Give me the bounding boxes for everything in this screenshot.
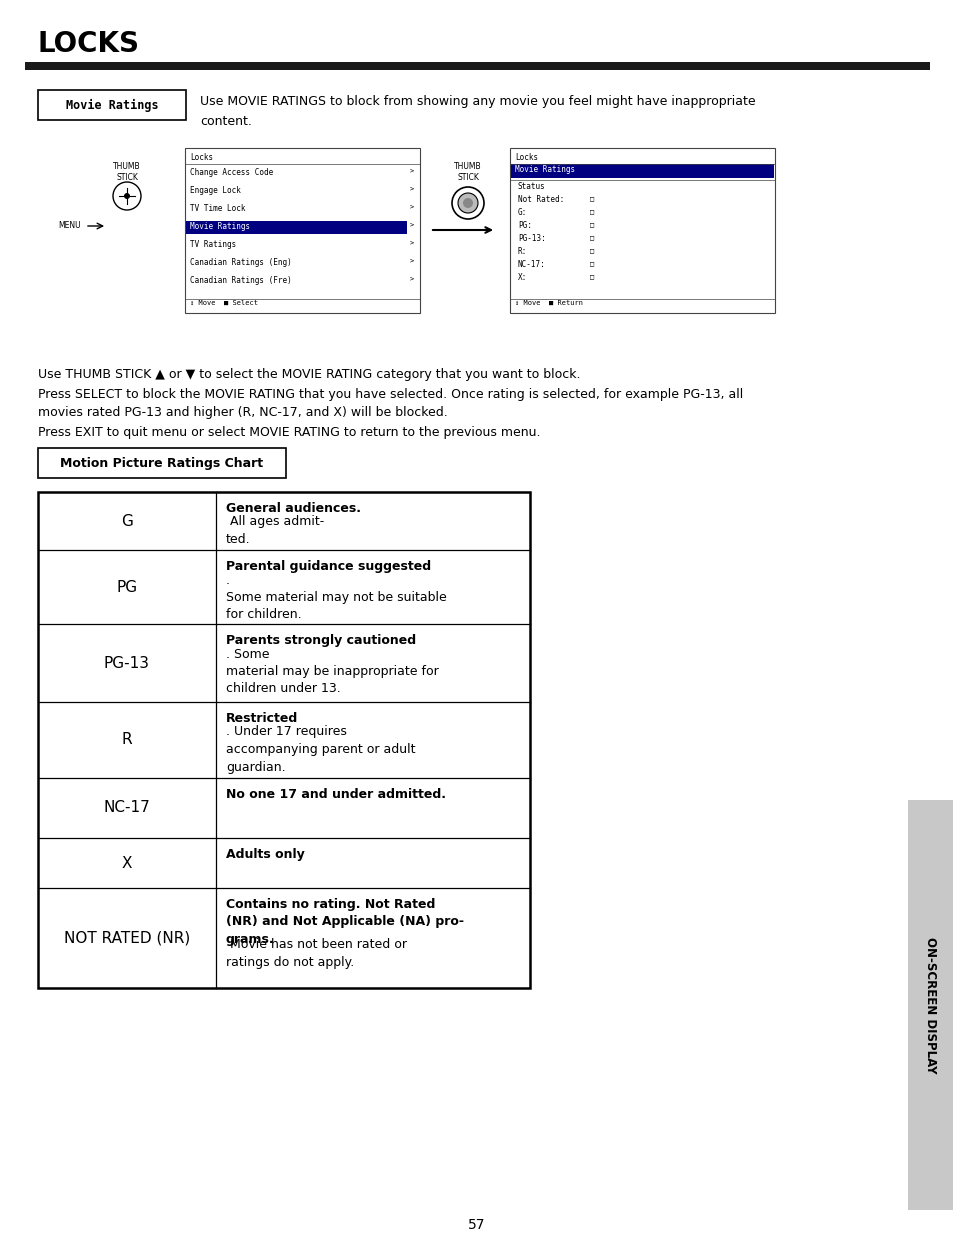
Text: Canadian Ratings (Eng): Canadian Ratings (Eng) (190, 258, 292, 267)
Text: Use THUMB STICK ▲ or ▼ to select the MOVIE RATING category that you want to bloc: Use THUMB STICK ▲ or ▼ to select the MOV… (38, 368, 579, 382)
Text: TV Time Lock: TV Time Lock (190, 204, 245, 212)
Text: PG-13:: PG-13: (517, 233, 545, 243)
Text: MENU: MENU (59, 221, 81, 231)
Text: 57: 57 (468, 1218, 485, 1233)
Text: THUMB
STICK: THUMB STICK (454, 162, 481, 182)
Text: >: > (410, 240, 414, 246)
Text: PG:: PG: (517, 221, 532, 230)
Text: >: > (410, 258, 414, 264)
Text: Use MOVIE RATINGS to block from showing any movie you feel might have inappropri: Use MOVIE RATINGS to block from showing … (200, 95, 755, 107)
Text: PG: PG (116, 579, 137, 594)
Bar (510, 148, 774, 312)
Text: NC-17: NC-17 (104, 800, 151, 815)
Text: Change Access Code: Change Access Code (190, 168, 273, 177)
Text: Canadian Ratings (Fre): Canadian Ratings (Fre) (190, 275, 292, 285)
Text: Parental guidance suggested: Parental guidance suggested (226, 559, 431, 573)
Text: >: > (410, 204, 414, 210)
Bar (186, 221, 407, 233)
Text: movies rated PG-13 and higher (R, NC-17, and X) will be blocked.: movies rated PG-13 and higher (R, NC-17,… (38, 406, 447, 419)
Text: LOCKS: LOCKS (38, 30, 140, 58)
Text: Contains no rating. Not Rated
(NR) and Not Applicable (NA) pro-
grams.: Contains no rating. Not Rated (NR) and N… (226, 898, 463, 946)
Text: R: R (122, 732, 132, 747)
Text: X: X (122, 856, 132, 871)
Text: All ages admit-
ted.: All ages admit- ted. (226, 515, 324, 546)
Text: □: □ (589, 233, 594, 240)
Text: Press EXIT to quit menu or select MOVIE RATING to return to the previous menu.: Press EXIT to quit menu or select MOVIE … (38, 426, 540, 438)
Text: □: □ (589, 261, 594, 266)
Text: content.: content. (200, 115, 252, 128)
Text: □: □ (589, 221, 594, 227)
Text: R:: R: (517, 247, 527, 256)
Text: TV Ratings: TV Ratings (190, 240, 236, 249)
Text: No one 17 and under admitted.: No one 17 and under admitted. (226, 788, 446, 802)
Bar (38, 90, 186, 120)
Text: Locks: Locks (515, 153, 537, 162)
Text: ↕ Move  ■ Select: ↕ Move ■ Select (190, 300, 257, 306)
Text: Movie Ratings: Movie Ratings (515, 165, 575, 174)
Text: □: □ (589, 273, 594, 279)
Text: ON-SCREEN DISPLAY: ON-SCREEN DISPLAY (923, 937, 937, 1073)
Text: Locks: Locks (190, 153, 213, 162)
Text: Press SELECT to block the MOVIE RATING that you have selected. Once rating is se: Press SELECT to block the MOVIE RATING t… (38, 388, 742, 401)
Text: Restricted: Restricted (226, 713, 298, 725)
Text: NOT RATED (NR): NOT RATED (NR) (64, 930, 190, 946)
Text: □: □ (589, 247, 594, 253)
Text: Parents strongly cautioned: Parents strongly cautioned (226, 634, 416, 647)
Bar (185, 148, 419, 312)
Text: >: > (410, 168, 414, 174)
Text: Status: Status (517, 182, 545, 191)
Text: G: G (121, 514, 132, 529)
Text: Engage Lock: Engage Lock (190, 186, 240, 195)
Text: >: > (410, 222, 414, 228)
Text: Motion Picture Ratings Chart: Motion Picture Ratings Chart (60, 457, 263, 469)
Circle shape (124, 193, 130, 199)
Circle shape (462, 198, 473, 207)
Bar (25, 62, 929, 70)
Text: . Some
material may be inappropriate for
children under 13.: . Some material may be inappropriate for… (226, 647, 438, 695)
Text: Movie has not been rated or
ratings do not apply.: Movie has not been rated or ratings do n… (226, 939, 407, 969)
Text: X:: X: (517, 273, 527, 282)
Text: ↕ Move  ■ Return: ↕ Move ■ Return (515, 300, 582, 306)
Text: □: □ (589, 207, 594, 214)
Bar (38, 448, 286, 478)
Text: .
Some material may not be suitable
for children.: . Some material may not be suitable for … (226, 573, 446, 621)
Text: Adults only: Adults only (226, 848, 304, 861)
Text: Movie Ratings: Movie Ratings (190, 222, 250, 231)
Text: □: □ (589, 195, 594, 201)
Circle shape (457, 193, 477, 212)
Bar (511, 164, 773, 178)
Text: Not Rated:: Not Rated: (517, 195, 563, 204)
Text: >: > (410, 186, 414, 191)
Text: PG-13: PG-13 (104, 656, 150, 671)
Text: General audiences.: General audiences. (226, 501, 360, 515)
Text: >: > (410, 275, 414, 282)
Text: G:: G: (517, 207, 527, 217)
Text: NC-17:: NC-17: (517, 261, 545, 269)
Bar (907, 800, 953, 1210)
Text: THUMB
STICK: THUMB STICK (113, 162, 141, 182)
Bar (38, 492, 530, 988)
Text: Movie Ratings: Movie Ratings (66, 99, 158, 111)
Text: . Under 17 requires
accompanying parent or adult
guardian.: . Under 17 requires accompanying parent … (226, 725, 416, 773)
